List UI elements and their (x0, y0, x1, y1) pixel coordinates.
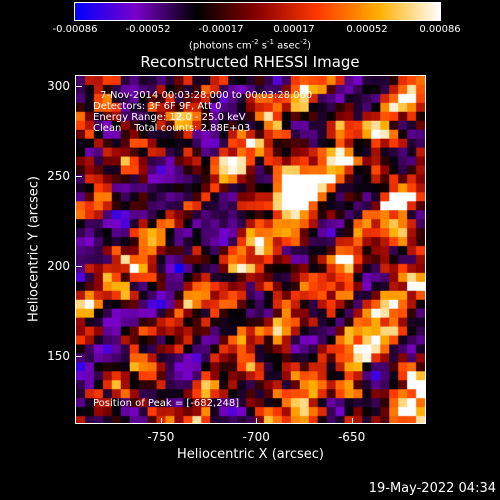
info-time-range: 7-Nov-2014 00:03:28.000 to 00:03:28.000 (100, 90, 313, 101)
x-tick-mark (351, 418, 353, 424)
y-axis-label: Heliocentric Y (arcsec) (26, 176, 42, 322)
x-tick-label: -750 (147, 430, 175, 444)
heatmap-image (76, 76, 425, 423)
colorbar-tick-label: 0.00017 (273, 24, 315, 35)
info-clean-counts: Clean Total counts: 2.88E+03 (93, 123, 251, 134)
y-tick-label: 250 (47, 168, 70, 183)
info-detectors: Detectors: 3F 6F 9F, Att 0 (93, 101, 222, 112)
colorbar-tick-label: -0.00086 (52, 24, 98, 35)
plot-title: Reconstructed RHESSI Image (140, 53, 360, 71)
y-tick-mark (76, 355, 82, 357)
info-energy-range: Energy Range: 12.0 - 25.0 keV (93, 112, 246, 123)
x-tick-mark (160, 418, 162, 424)
colorbar (74, 2, 441, 21)
y-tick-mark (76, 85, 82, 87)
colorbar-tick-label: -0.00017 (198, 24, 244, 35)
colorbar-tick-label: 0.00086 (419, 24, 461, 35)
y-tick-label: 150 (47, 348, 70, 363)
timestamp: 19-May-2022 04:34 (368, 481, 496, 496)
colorbar-tick-label: 0.00052 (346, 24, 388, 35)
x-tick-label: -700 (242, 430, 270, 444)
x-tick-mark (256, 418, 258, 424)
colorbar-units: (photons cm-2 s-1 asec-2) (188, 38, 312, 52)
x-axis-label: Heliocentric X (arcsec) (177, 447, 324, 462)
y-tick-label: 300 (47, 78, 70, 93)
x-tick-label: -650 (337, 430, 366, 444)
colorbar-tick-label: -0.00052 (125, 24, 171, 35)
info-peak-position: Position of Peak = [-682,248] (93, 398, 240, 409)
y-tick-mark (76, 265, 82, 267)
y-tick-label: 200 (47, 258, 70, 273)
plot-area (75, 75, 426, 424)
y-tick-mark (76, 175, 82, 177)
